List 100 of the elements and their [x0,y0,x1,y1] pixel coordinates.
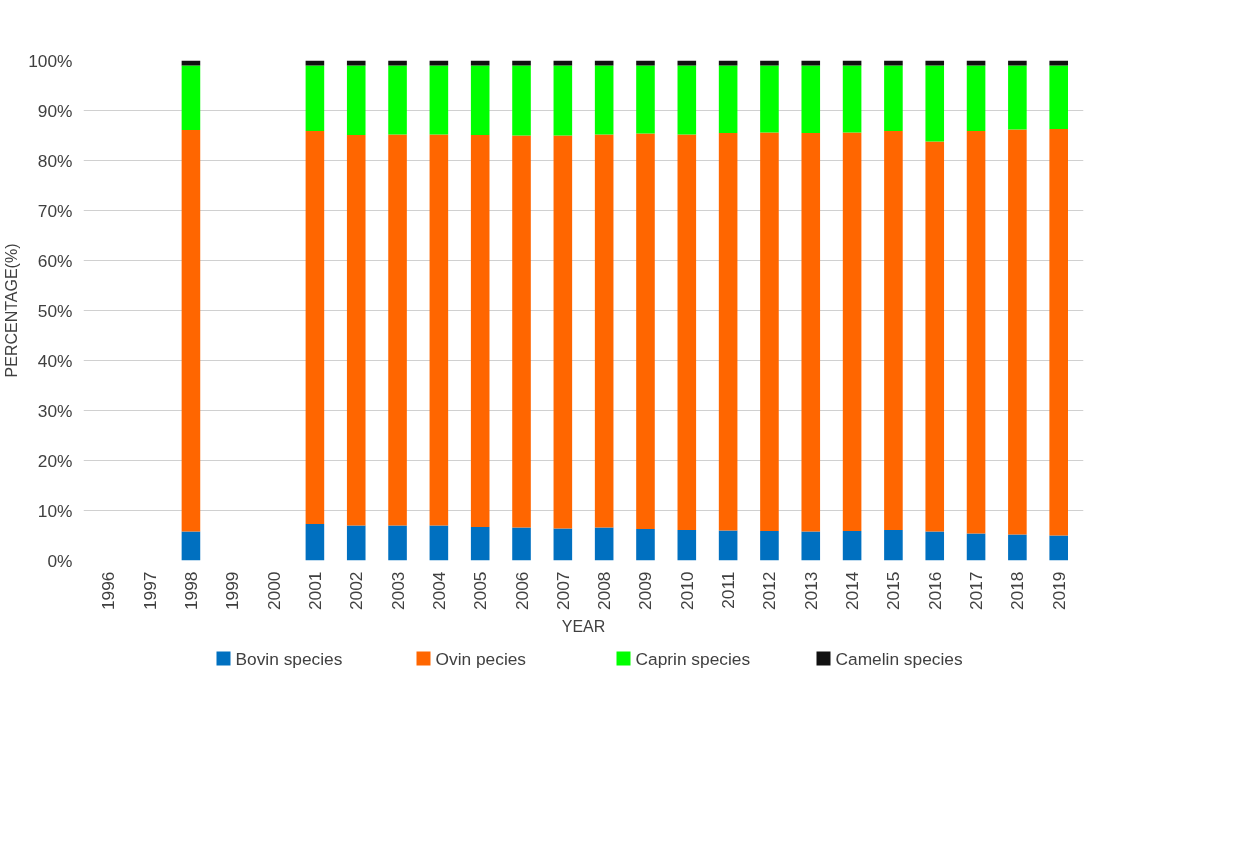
bar [842,60,862,66]
bar [594,134,614,528]
x-tick-label: 2019 [1048,571,1069,611]
x-tick-label: 1996 [98,571,119,611]
bar [636,133,655,529]
y-tick-label: 10% [37,500,73,521]
bar [305,65,325,131]
x-tick-label: 2001 [304,571,325,611]
x-tick-label: 2015 [883,571,904,611]
bar [388,65,407,135]
bar [1008,534,1027,561]
bar [884,530,903,561]
bar [884,65,903,131]
bar [636,529,655,561]
x-tick-label: 2016 [924,571,945,611]
bar [429,65,449,135]
x-tick-label: 2000 [263,571,284,611]
bar [388,60,407,66]
y-tick-label: 40% [37,350,73,371]
bar [1049,60,1068,66]
x-tick-label: 2006 [511,571,532,611]
x-tick-label: 2018 [1007,571,1028,611]
y-tick-label: 60% [37,250,73,271]
y-tick-label: 80% [37,150,73,171]
bar [842,65,862,133]
bar [181,531,201,561]
legend-label: Camelin species [835,648,963,669]
bar [966,131,986,534]
bar [718,530,738,561]
x-tick-label: 2003 [387,571,408,611]
bar [553,65,573,136]
bar [760,531,779,561]
bar [884,131,903,530]
bar [388,134,407,526]
y-tick-label: 30% [37,400,73,421]
bar [966,60,986,66]
bar [925,531,945,561]
x-tick-label: 2008 [594,571,615,611]
y-tick-label: 100% [28,50,73,71]
y-tick-label: 0% [47,550,73,571]
bar [636,65,655,134]
x-tick-label: 2017 [966,571,987,611]
bar [801,60,821,66]
legend-label: Bovin species [235,648,343,669]
x-tick-label: 1997 [139,571,160,611]
bar [470,527,490,561]
x-tick-label: 1998 [180,571,201,611]
bar [718,133,738,531]
legend-label: Ovin pecies [435,648,527,669]
bar [925,60,945,66]
bar [884,60,903,66]
bar [470,65,490,135]
bar [1049,535,1068,561]
bar [512,60,531,66]
x-tick-label: 2013 [800,571,821,611]
bar [760,60,779,66]
bar [512,135,531,528]
bar [346,525,366,561]
bar [553,528,573,561]
bar [718,65,738,133]
bar [925,141,945,532]
y-tick-label: 20% [37,450,73,471]
bar [842,132,862,531]
bar [925,65,945,142]
x-tick-label: 2004 [428,571,449,611]
bar [388,525,407,561]
x-tick-label: 1999 [222,571,243,611]
x-tick-label: 2014 [842,571,863,611]
x-tick-label: 2002 [346,571,367,611]
bar [801,65,821,133]
y-tick-label: 50% [37,300,73,321]
x-tick-label: 2012 [759,571,780,611]
bar [594,527,614,561]
bar [181,65,201,130]
y-axis-title: PERCENTAGE(%) [3,243,21,378]
bar [1049,65,1068,129]
legend-label: Caprin species [635,648,751,669]
bar [346,135,366,526]
x-tick-label: 2005 [470,571,491,611]
bar [429,525,449,561]
y-tick-label: 70% [37,200,73,221]
bar [470,135,490,527]
bar [718,60,738,66]
bar [470,60,490,66]
bar [677,65,697,135]
bar [181,130,201,532]
x-tick-label: 2009 [635,571,656,611]
bar [1008,60,1027,66]
bar [305,131,325,524]
bar [305,60,325,66]
bar [842,531,862,561]
bar [594,65,614,135]
bar [677,134,697,530]
bar [305,524,325,561]
bar [346,65,366,135]
bar [760,65,779,133]
x-tick-label: 2011 [718,571,739,609]
bar [594,60,614,66]
x-tick-label: 2007 [552,571,573,611]
x-axis-title: YEAR [561,618,606,636]
